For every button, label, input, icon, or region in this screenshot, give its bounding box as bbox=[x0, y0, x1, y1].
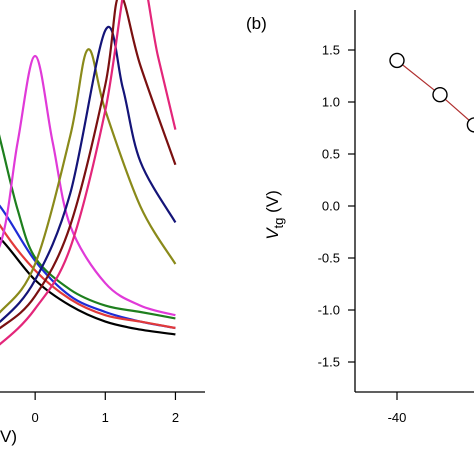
panel-b-label: (b) bbox=[246, 14, 267, 33]
panel-a-series-line-3 bbox=[0, 134, 176, 320]
panel-b-y-axis-label-sub: tg bbox=[271, 218, 286, 229]
panel-a-series-line-9 bbox=[0, 0, 177, 346]
panel-a-x-tick-label-1: 1 bbox=[102, 410, 109, 425]
panel-a-series-line-2 bbox=[0, 204, 176, 330]
panel-a-x-axis-label: V) bbox=[0, 427, 17, 446]
panel-b-data-point-2 bbox=[432, 87, 448, 103]
panel-b-y-tick-label-0: 1.5 bbox=[322, 43, 340, 58]
panel-a-series-line-6 bbox=[0, 48, 177, 314]
panel-b: (b) 1.5 1.0 0.5 0.0 -0.5 -1.0 -1.5 -40 Vtg (V) bbox=[246, 10, 474, 425]
panel-b-y-tick-label-6: -1.5 bbox=[318, 355, 340, 370]
panel-a-series-line-1 bbox=[0, 236, 176, 336]
panel-a-series-line-7 bbox=[0, 26, 177, 324]
panel-b-y-tick-label-1: 1.0 bbox=[322, 95, 340, 110]
panel-b-data bbox=[389, 52, 474, 133]
panel-a-x-tick-label-2: 2 bbox=[172, 410, 179, 425]
panel-b-x-tick-label-0: -40 bbox=[388, 410, 407, 425]
panel-a-x-ticks: 0 1 2 bbox=[32, 392, 179, 425]
panel-b-data-point-3 bbox=[466, 117, 474, 133]
panel-a: 0 1 2 V) bbox=[0, 0, 205, 446]
panel-b-y-ticks: 1.5 1.0 0.5 0.0 -0.5 -1.0 -1.5 bbox=[318, 43, 355, 370]
panel-b-y-axis-label-unit: (V) bbox=[263, 190, 282, 217]
panel-b-y-tick-label-4: -0.5 bbox=[318, 251, 340, 266]
panel-b-y-tick-label-3: 0.0 bbox=[322, 199, 340, 214]
panel-b-y-axis-label: Vtg (V) bbox=[263, 190, 286, 240]
panel-b-y-tick-label-2: 0.5 bbox=[322, 147, 340, 162]
panel-a-series-line-4 bbox=[0, 223, 176, 330]
panel-b-y-tick-label-5: -1.0 bbox=[318, 303, 340, 318]
panel-a-curves bbox=[0, 0, 177, 346]
panel-b-x-ticks: -40 bbox=[388, 392, 407, 425]
panel-a-series-line-8 bbox=[0, 0, 177, 330]
panel-a-series-line-5 bbox=[0, 54, 176, 317]
panel-b-y-axis-label-main: V bbox=[263, 227, 282, 240]
panel-a-x-tick-label-0: 0 bbox=[32, 410, 39, 425]
panel-b-data-point-1 bbox=[389, 52, 405, 69]
